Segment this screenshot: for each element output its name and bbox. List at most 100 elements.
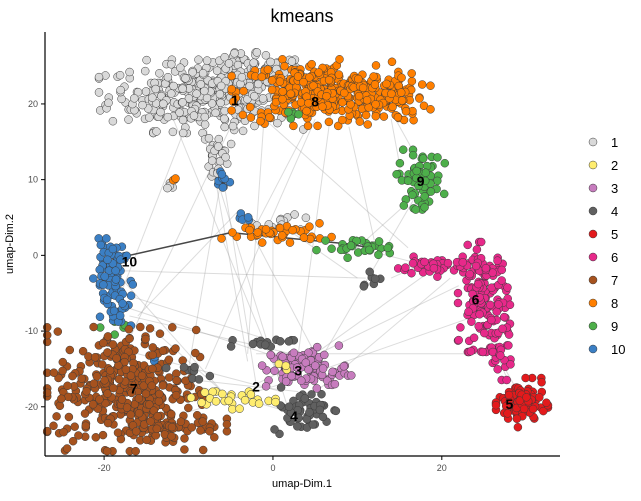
cell-point-cluster-7 [191,325,201,335]
cell-point-cluster-7 [167,409,176,419]
cell-point-cluster-7 [103,332,113,341]
graph-edge [120,118,189,294]
cell-point-cluster-6 [453,288,463,298]
cell-point-cluster-1 [94,88,104,97]
cell-point-cluster-7 [99,338,108,348]
cell-point-cluster-1 [253,79,263,89]
cell-point-cluster-8 [285,238,295,247]
cell-point-cluster-8 [171,174,180,183]
cell-point-cluster-1 [167,89,176,98]
cluster-label-8: 8 [311,94,319,110]
cell-point-cluster-1 [115,70,125,80]
cell-point-cluster-4 [284,337,294,346]
cell-point-cluster-8 [227,71,236,81]
cell-point-cluster-6 [467,317,476,326]
cell-point-cluster-3 [334,341,344,350]
cell-point-cluster-6 [493,365,502,374]
cell-point-cluster-1 [290,210,299,219]
graph-edge [120,292,265,340]
graph-edge [297,277,451,408]
cell-point-cluster-7 [136,322,145,332]
cell-point-cluster-9 [343,253,352,263]
cell-point-cluster-1 [141,87,151,96]
cluster-labels-layer: 1 2 3 4 5 6 7 8 9 10 [122,92,514,424]
cell-point-cluster-1 [140,66,150,76]
cell-point-cluster-7 [125,334,134,343]
cell-point-cluster-6 [505,300,515,310]
cell-point-cluster-4 [276,337,285,346]
cell-point-cluster-10 [115,311,125,320]
cell-point-cluster-9 [383,243,393,253]
cell-point-cluster-1 [178,115,188,125]
cell-point-cluster-6 [478,347,488,357]
cell-point-cluster-4 [226,342,236,351]
cell-point-cluster-7 [102,446,112,456]
cell-point-cluster-8 [335,55,344,64]
cell-point-cluster-8 [354,91,364,101]
cell-point-cluster-8 [267,76,277,85]
cell-point-cluster-4 [305,408,314,417]
cell-point-cluster-1 [301,213,311,223]
cell-point-cluster-7 [147,381,157,390]
cell-point-cluster-3 [339,362,349,371]
cell-point-cluster-7 [103,418,113,428]
cell-point-cluster-6 [473,279,483,289]
cell-point-cluster-8 [288,225,297,235]
cell-point-cluster-5 [491,400,501,410]
cell-point-cluster-2 [211,397,221,406]
cell-point-cluster-7 [95,395,104,404]
y-tick-label: 0 [33,250,38,260]
y-tick-label: 20 [28,99,38,109]
cell-point-cluster-6 [454,335,463,345]
cell-point-cluster-10 [217,170,227,179]
cell-point-cluster-7 [74,431,83,440]
cell-point-cluster-8 [309,81,318,90]
cell-point-cluster-9 [408,150,418,160]
cell-point-cluster-8 [318,102,327,111]
cell-point-cluster-2 [235,404,244,413]
cell-point-cluster-1 [258,94,268,103]
cell-point-cluster-7 [222,420,232,429]
cell-point-cluster-6 [458,258,468,267]
cell-point-cluster-5 [539,406,548,416]
cell-point-cluster-7 [98,430,108,440]
cell-point-cluster-8 [426,105,435,114]
cell-point-cluster-7 [81,421,91,431]
cell-point-cluster-8 [362,95,372,105]
cell-point-cluster-2 [224,396,233,406]
cell-point-cluster-6 [502,375,511,385]
cell-point-cluster-8 [228,97,238,106]
cell-point-cluster-8 [299,77,308,87]
cell-point-cluster-7 [198,417,207,426]
cell-point-cluster-10 [118,299,127,308]
x-axis-label: umap-Dim.1 [272,478,332,490]
cell-point-cluster-7 [126,371,136,380]
cell-point-cluster-4 [317,389,326,399]
x-tick-label: -20 [98,463,111,473]
cell-point-cluster-10 [111,275,121,284]
cell-point-cluster-6 [497,265,507,275]
cell-point-cluster-8 [371,111,381,121]
legend-key-10 [588,344,598,354]
cell-point-cluster-3 [320,350,329,360]
cell-point-cluster-7 [68,371,77,381]
cell-point-cluster-2 [240,395,250,405]
cell-point-cluster-7 [153,411,162,421]
cell-point-cluster-4 [284,402,294,411]
cell-point-cluster-5 [542,398,551,407]
cell-point-cluster-1 [155,69,164,78]
cell-point-cluster-1 [125,67,134,77]
cell-point-cluster-8 [299,233,309,242]
cell-point-cluster-1 [202,56,212,65]
cell-point-cluster-8 [387,57,397,67]
graph-edge [390,118,401,165]
cell-point-cluster-7 [141,334,150,344]
cell-point-cluster-8 [397,73,406,82]
cell-point-cluster-7 [103,389,112,398]
cell-point-cluster-7 [164,355,174,364]
cell-point-cluster-4 [161,363,171,373]
cell-point-cluster-9 [312,245,321,255]
cell-point-cluster-7 [117,395,127,404]
cell-point-cluster-2 [200,388,210,397]
cell-point-cluster-3 [318,364,328,373]
